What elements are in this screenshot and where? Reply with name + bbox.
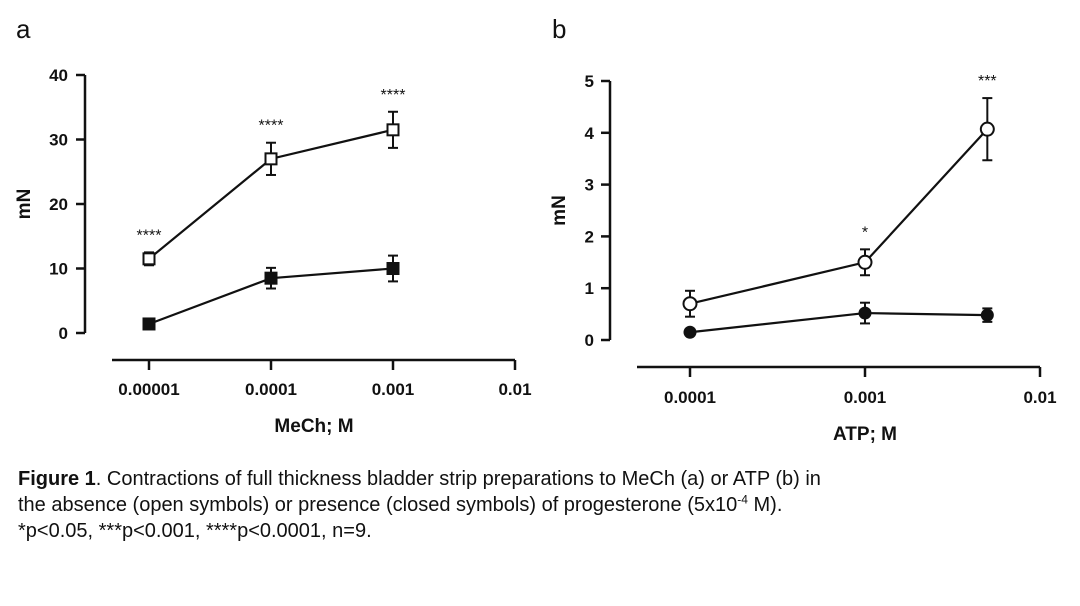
panel-b-point [857,254,873,270]
panel-a-x-tick-label: 0.001 [372,380,415,399]
panel-a-point [142,317,156,331]
panel-b-series-2 [683,301,994,339]
caption-line-2-end: M). [747,494,783,516]
panel-a-series-2 [142,254,400,331]
panel-b-x-axis-title: ATP; M [833,424,897,445]
figure-caption: Figure 1. Contractions of full thickness… [18,466,1058,544]
panel-a-letter: a [16,14,31,44]
panel-b-y-tick-label: 1 [585,279,594,298]
panel-a-series-1 [142,110,400,267]
panel-a-point [386,123,400,137]
panel-a-y-tick-label: 40 [49,66,68,85]
caption-line-1: Figure 1. Contractions of full thickness… [18,466,1058,492]
panel-b-y-tick-label: 3 [585,176,594,195]
panel-a-y-tick-label: 10 [49,260,68,279]
panel-a-y-tick-label: 30 [49,131,68,150]
panel-a-x-tick-label: 0.01 [498,380,531,399]
panel-a-point [142,252,156,266]
panel-a-y-tick-label: 0 [59,324,68,343]
panel-b-point [683,325,697,339]
panel-a-significance-label: **** [137,227,162,244]
caption-exponent: -4 [737,492,748,507]
panel-a: a 0 10 20 30 40 0.00001 0.0001 0.001 0.01 MeCh; M… [14,14,532,437]
panel-b-y-tick-label: 5 [585,72,594,91]
panel-b-point [682,296,698,312]
panel-b-significance-label: *** [978,73,997,90]
panel-a-y-tick-label: 20 [49,195,68,214]
panel-b-x-tick-label: 0.001 [844,388,887,407]
panel-b-y-tick-label: 2 [585,227,594,246]
panel-b-y-tick-label: 4 [585,124,595,143]
panel-a-significance-label: **** [259,118,284,135]
panel-b-x-tick-label: 0.0001 [664,388,716,407]
panel-a-point [264,271,278,285]
caption-line-2-text: the absence (open symbols) or presence (… [18,494,738,516]
panel-b-point [979,121,995,137]
panel-b-series-1 [682,97,995,318]
panel-b-y-tick-label: 0 [585,331,594,350]
caption-label: Figure 1 [18,468,96,490]
panel-b-series-2-line [689,311,988,334]
panel-b-significance-label: * [862,224,868,241]
panel-a-significance-label: **** [381,87,406,104]
panel-a-x-tick-label: 0.00001 [118,380,179,399]
panel-a-point [386,262,400,275]
panel-b-point [980,308,994,322]
panel-a-x-tick-label: 0.0001 [245,380,297,399]
panel-a-x-axis-title: MeCh; M [274,416,353,437]
panel-b-x-tick-label: 0.01 [1023,388,1056,407]
panel-b-y-axis-title: mN [549,195,570,226]
caption-line-1-text: . Contractions of full thickness bladder… [95,468,821,490]
panel-a-point [264,152,278,166]
panel-b-letter: b [552,14,566,44]
panel-b-point [858,306,872,320]
panel-a-y-axis-title: mN [14,189,35,220]
caption-line-2: the absence (open symbols) or presence (… [18,492,1058,518]
panel-b-series-1-line [689,128,989,305]
caption-line-3: *p<0.05, ***p<0.001, ****p<0.0001, n=9. [18,520,372,542]
